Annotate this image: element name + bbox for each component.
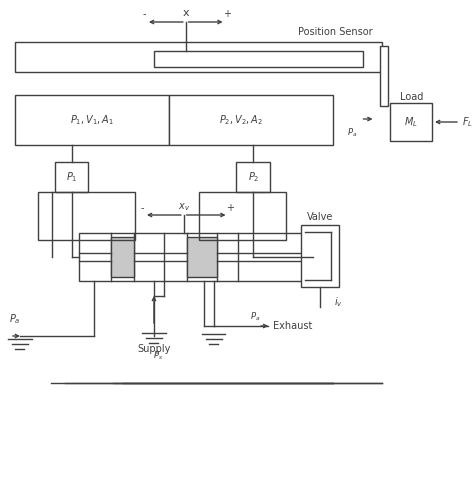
Text: $M_L$: $M_L$ [404,115,418,129]
Bar [111,237,134,277]
Bar [169,95,333,145]
Text: -: - [142,9,146,19]
Bar [15,42,383,72]
Text: $i_v$: $i_v$ [334,295,343,309]
Text: +: + [227,203,235,213]
Bar [55,162,89,192]
Bar [187,237,217,277]
Bar [237,162,270,192]
Text: $P_1$: $P_1$ [66,170,77,184]
Text: $F_L$: $F_L$ [462,115,474,129]
Text: $P_1, V_1, A_1$: $P_1, V_1, A_1$ [70,113,114,127]
Text: $P_2$: $P_2$ [247,170,259,184]
Text: Supply: Supply [137,344,171,354]
Bar [154,51,363,67]
Text: Valve: Valve [307,212,333,222]
Bar [80,233,313,281]
Text: $P_2, V_2, A_2$: $P_2, V_2, A_2$ [219,113,263,127]
Text: -: - [140,203,144,213]
Text: $P_a$: $P_a$ [250,311,260,323]
Bar [38,192,135,240]
Text: +: + [223,9,231,19]
Text: $P_s$: $P_s$ [153,350,163,362]
Bar [381,46,388,106]
Bar [301,225,339,287]
Text: Load: Load [400,92,423,102]
Bar [15,95,169,145]
Text: $P_a$: $P_a$ [9,312,21,326]
Text: x: x [182,8,189,18]
Text: Position Sensor: Position Sensor [298,27,373,37]
Text: $x_v$: $x_v$ [178,201,190,213]
Text: $P_a$: $P_a$ [347,127,358,139]
Bar [391,103,432,141]
Text: Exhaust: Exhaust [273,321,313,331]
Bar [199,192,286,240]
